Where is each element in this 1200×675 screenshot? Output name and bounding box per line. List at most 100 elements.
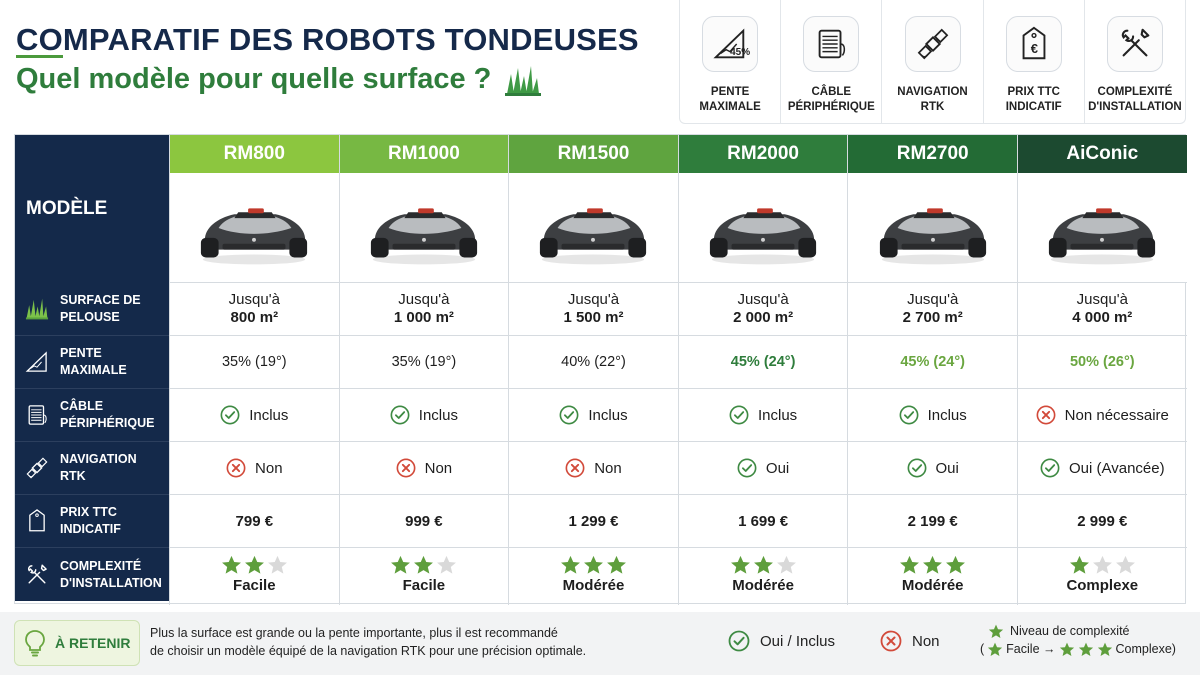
star-icon xyxy=(900,555,920,574)
rtk-cell: Oui xyxy=(678,442,848,495)
surface-value: 800 m² xyxy=(230,309,279,326)
price-value: 999 € xyxy=(405,512,443,530)
price-value: 799 € xyxy=(235,512,274,530)
legend-icon-frame xyxy=(803,16,860,72)
star-icon xyxy=(1069,555,1089,574)
row-label-line-2: MAXIMALE xyxy=(60,363,127,377)
complexity-value: Modérée xyxy=(901,577,964,594)
star-icon xyxy=(244,555,264,574)
grass-icon xyxy=(25,298,49,320)
legend-stars: Niveau de complexité ( Facile → Complexe… xyxy=(980,622,1176,658)
surface-prefix: Jusqu'à xyxy=(228,291,280,308)
comparison-table: MODÈLE SURFACE DE PELOUSE PENTE MAXIMALE CÂB… xyxy=(14,134,1187,605)
robot-mower-image xyxy=(879,207,986,264)
row-label-text: SURFACE DE PELOUSE xyxy=(60,292,141,326)
price-value: 2 199 € xyxy=(907,512,958,530)
row-label-satellite: NAVIGATION RTK xyxy=(15,442,169,495)
page-subtitle: Quel modèle pour quelle surface ? xyxy=(16,63,543,96)
row-label-line-2: PELOUSE xyxy=(60,310,120,324)
row-label-slope: PENTE MAXIMALE xyxy=(15,336,169,389)
rtk-cell: Oui xyxy=(848,442,1017,495)
star-icon xyxy=(776,555,796,574)
robot-mower-image xyxy=(201,207,308,264)
price-value: 2 999 € xyxy=(1077,512,1128,530)
slope-cell: 45% (24°) xyxy=(678,336,848,389)
complexity-value: Facile xyxy=(402,577,446,594)
satellite-icon xyxy=(917,28,948,60)
surface-prefix: Jusqu'à xyxy=(907,291,959,308)
star-icon xyxy=(1078,642,1093,656)
legend-label-line-2: MAXIMALE xyxy=(699,101,761,113)
row-label-line-1: PENTE xyxy=(60,346,102,360)
slope-icon xyxy=(713,28,745,59)
robot-mower-image xyxy=(1049,207,1156,264)
price-cell: 2 999 € xyxy=(1018,495,1187,548)
cable-value: Inclus xyxy=(249,406,289,424)
star-icon xyxy=(730,555,750,574)
price-cell: 999 € xyxy=(339,495,509,548)
complexity-stars xyxy=(899,555,966,575)
legend-yes: Oui / Inclus xyxy=(728,630,835,652)
lightbulb-icon xyxy=(25,630,45,657)
tools-icon xyxy=(1121,28,1150,57)
legend-label-line-1: COMPLEXITÉ xyxy=(1097,86,1173,98)
legend-icon-frame xyxy=(1106,16,1163,72)
model-name: RM2000 xyxy=(678,135,848,173)
title-rest: MPARATIF DES ROBOTS TONDEUSES xyxy=(62,22,639,57)
model-column: RM1500 Jusqu'à 1 500 m² 40% (22°) Inclus … xyxy=(508,135,678,605)
price-tag-icon xyxy=(29,509,45,532)
price-cell: 1 299 € xyxy=(509,495,678,548)
complexity-stars xyxy=(560,555,627,575)
model-name: RM1000 xyxy=(339,135,509,173)
star-icon xyxy=(1092,555,1112,574)
title-underlined-part: CO xyxy=(16,22,63,58)
check-circle-icon xyxy=(737,458,757,478)
price-cell: 1 699 € xyxy=(678,495,848,548)
star-icon xyxy=(221,555,241,574)
complexity-cell: Facile xyxy=(170,548,339,601)
surface-cell: Jusqu'à 1 000 m² xyxy=(339,283,509,336)
legend-item-tools: COMPLEXITÉ D'INSTALLATION xyxy=(1085,0,1185,123)
legend-stars-title: Niveau de complexité xyxy=(1010,624,1130,638)
model-name: RM1500 xyxy=(509,135,678,173)
legend-item-slope: 45% PENTE MAXIMALE xyxy=(680,0,782,123)
star-icon xyxy=(1115,555,1135,574)
cable-cell: Inclus xyxy=(678,389,848,442)
row-label-line-2: D'INSTALLATION xyxy=(60,575,162,590)
complexity-cell: Modérée xyxy=(679,548,848,601)
robot-mower-image xyxy=(709,207,817,264)
rtk-cell: Non xyxy=(509,442,678,495)
cable-cell: Inclus xyxy=(509,389,678,442)
price-value: 1 299 € xyxy=(568,512,619,530)
legend-label-line-2: PÉRIPHÉRIQUE xyxy=(787,101,875,113)
slope-value: 40% (22°) xyxy=(561,354,626,370)
star-icon xyxy=(607,555,626,574)
surface-cell: Jusqu'à 4 000 m² xyxy=(1018,283,1187,336)
slope-value: 35% (19°) xyxy=(391,354,457,370)
rtk-cell: Non xyxy=(170,442,339,495)
check-circle-icon xyxy=(907,458,926,478)
complexity-value: Facile xyxy=(233,577,276,594)
legend-label-line-1: CÂBLE xyxy=(811,86,852,98)
check-circle-icon xyxy=(728,630,750,652)
star-icon xyxy=(267,555,287,574)
row-label-line-2: RTK xyxy=(60,469,86,483)
row-label-text: COMPLEXITÉ D'INSTALLATION xyxy=(60,558,162,592)
star-icon xyxy=(414,555,434,574)
surface-prefix: Jusqu'à xyxy=(737,291,789,308)
row-labels: SURFACE DE PELOUSE PENTE MAXIMALE CÂBLE PÉRIP… xyxy=(15,283,169,601)
slope-value: 45% (24°) xyxy=(900,354,965,370)
row-label-text: NAVIGATION RTK xyxy=(60,451,137,485)
cable-spool-icon xyxy=(28,405,47,425)
slope-value: 50% (26°) xyxy=(1069,354,1135,370)
surface-value: 1 500 m² xyxy=(563,309,624,326)
star-icon xyxy=(584,555,603,574)
cable-value: Non nécessaire xyxy=(1064,406,1169,424)
row-label-text: PENTE MAXIMALE xyxy=(60,345,127,379)
price-cell: 2 199 € xyxy=(848,495,1017,548)
complexity-stars xyxy=(730,555,797,575)
model-image xyxy=(339,173,509,283)
rtk-value: Oui xyxy=(935,459,959,477)
legend-icon-text: € xyxy=(1030,41,1038,56)
surface-value: 2 000 m² xyxy=(733,309,794,326)
